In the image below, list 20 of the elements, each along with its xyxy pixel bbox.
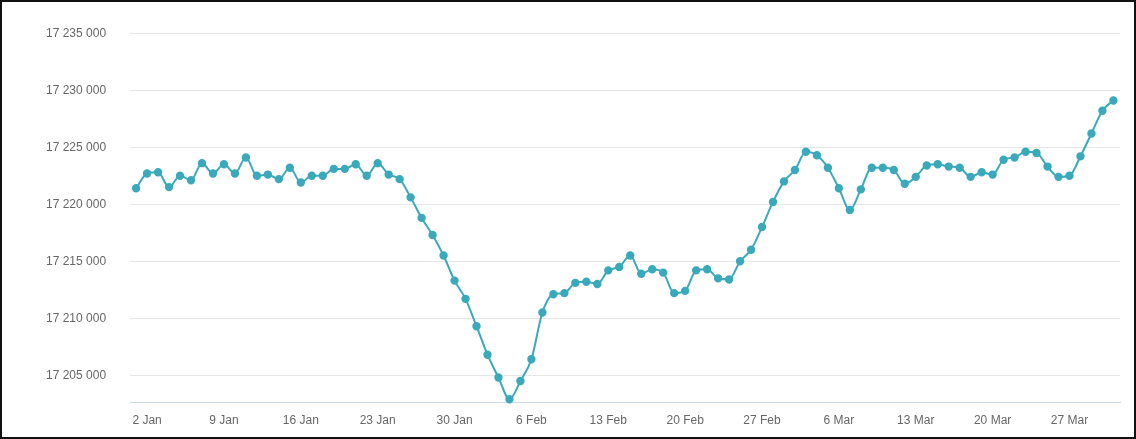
y-tick-label: 17 235 000: [46, 25, 107, 40]
x-tick-label: 27 Feb: [743, 413, 782, 428]
x-tick-label: 9 Jan: [209, 413, 239, 428]
x-tick-label: 13 Mar: [897, 413, 935, 428]
x-tick-label: 27 Mar: [1050, 413, 1089, 428]
x-tick-label: 23 Jan: [359, 413, 396, 428]
y-tick-label: 17 220 000: [46, 196, 107, 211]
x-tick-label: 2 Jan: [132, 413, 162, 428]
y-tick-label: 17 225 000: [46, 139, 107, 154]
y-tick-label: 17 205 000: [46, 367, 107, 382]
x-tick-label: 6 Mar: [823, 413, 855, 428]
x-tick-label: 20 Feb: [666, 413, 705, 428]
x-tick-label: 6 Feb: [516, 413, 548, 428]
x-tick-label: 20 Mar: [973, 413, 1012, 428]
y-tick-label: 17 215 000: [46, 253, 107, 268]
y-tick-label: 17 230 000: [46, 82, 107, 97]
x-tick-label: 30 Jan: [436, 413, 473, 428]
x-tick-label: 16 Jan: [282, 413, 319, 428]
y-tick-label: 17 210 000: [46, 310, 107, 325]
x-tick-label: 13 Feb: [589, 413, 628, 428]
